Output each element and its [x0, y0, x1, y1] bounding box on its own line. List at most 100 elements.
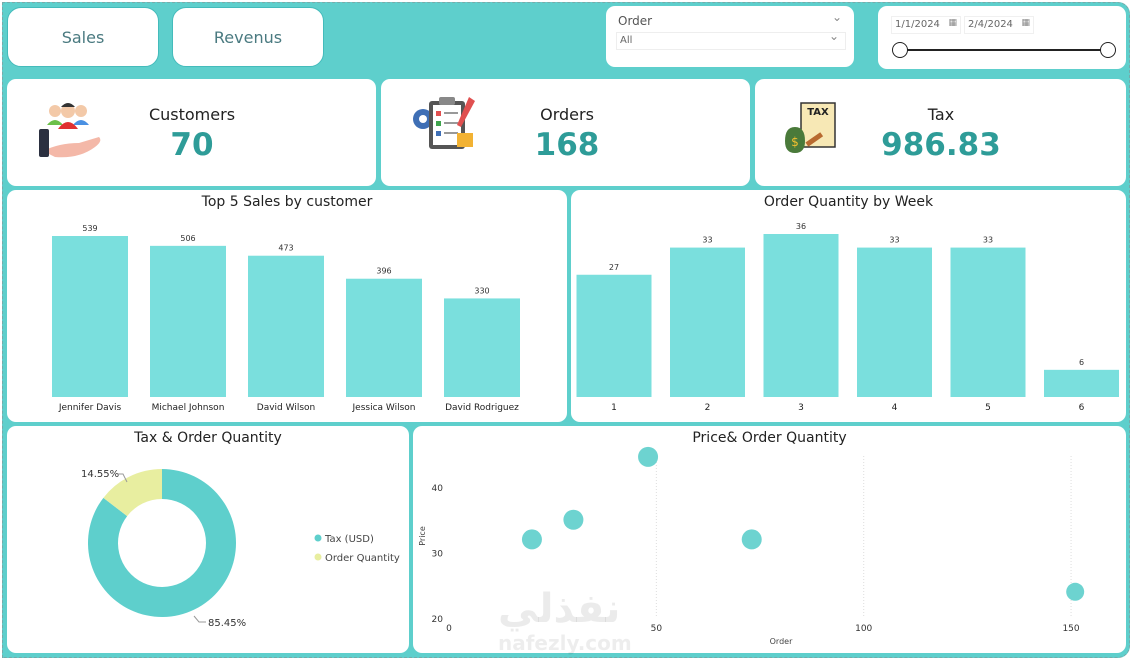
bar — [857, 247, 932, 397]
end-slider-handle[interactable] — [1100, 42, 1116, 58]
watermark-latin: nafezly.com — [498, 631, 632, 655]
tax-value: 986.83 — [881, 127, 1001, 163]
bar — [444, 298, 520, 397]
donut-slice — [88, 469, 237, 617]
data-label: 36 — [796, 222, 806, 231]
bar — [950, 247, 1026, 397]
scatter-point — [638, 446, 659, 467]
x-tick-label: Jennifer Davis — [58, 403, 122, 413]
sales-nav-button[interactable]: Sales — [7, 7, 159, 67]
x-tick-label: Michael Johnson — [152, 403, 225, 413]
data-label: 6 — [1079, 358, 1084, 367]
y-tick-label: 30 — [432, 550, 444, 560]
orders-value: 168 — [534, 127, 600, 163]
x-tick-label: 50 — [651, 624, 663, 634]
svg-text:$: $ — [791, 135, 799, 149]
x-tick-label: David Wilson — [257, 403, 315, 413]
x-tick-label: 3 — [798, 403, 804, 413]
order-dropdown[interactable]: All ⌄ — [616, 29, 846, 50]
tax-order-donut-chart: Tax & Order Quantity 85.45% 14.55% Tax (US… — [7, 426, 409, 653]
tax-card: TAX $ Tax 986.83 — [755, 79, 1126, 186]
data-label: 330 — [474, 286, 489, 295]
customers-card: Customers 70 — [7, 79, 376, 186]
data-label: 33 — [702, 236, 712, 245]
end-date-input[interactable]: 2/4/2024 ▦ — [964, 16, 1034, 34]
chart-title: Tax & Order Quantity — [134, 430, 282, 446]
scatter-point — [1066, 582, 1085, 601]
slice-label: 14.55% — [81, 469, 119, 480]
start-date-input[interactable]: 1/1/2024 ▦ — [891, 16, 961, 34]
legend-label: Tax (USD) — [324, 534, 374, 545]
order-slicer-title: Order — [618, 14, 653, 28]
top5-sales-chart: Top 5 Sales by customer 539 Jennifer Davi… — [7, 190, 567, 422]
legend-marker — [314, 534, 322, 542]
donut-plot: 85.45% 14.55% Tax (USD) Order Quantity — [81, 469, 400, 629]
tax-icon-text: TAX — [807, 107, 829, 118]
x-axis-title: Order — [770, 637, 793, 646]
chart-title: Price& Order Quantity — [692, 430, 847, 446]
calendar-icon[interactable]: ▦ — [1021, 18, 1030, 28]
scatter-point — [563, 509, 584, 530]
bar — [150, 245, 226, 397]
scatter-plot: 0 50 100 150 20 30 40 Order Price — [418, 446, 1085, 646]
watermark-arabic: نفذلي — [498, 586, 621, 632]
legend-label: Order Quantity — [325, 553, 400, 564]
leader-line — [193, 615, 206, 623]
orders-label: Orders — [540, 105, 594, 124]
bar — [248, 255, 324, 397]
top5-sales-plot: 539 Jennifer Davis 506 Michael Johnson 473 Da… — [52, 224, 520, 413]
leader-line — [117, 473, 128, 483]
end-date-value: 2/4/2024 — [968, 19, 1013, 30]
x-tick-label: 150 — [1062, 624, 1079, 634]
y-tick-label: 40 — [432, 484, 444, 494]
customers-icon — [39, 103, 101, 158]
bar — [763, 234, 839, 397]
data-label: 506 — [180, 234, 195, 243]
x-tick-label: 4 — [892, 403, 898, 413]
y-tick-label: 20 — [432, 615, 444, 625]
bar — [52, 236, 128, 397]
bar — [670, 247, 745, 397]
bar — [346, 278, 422, 397]
price-order-scatter-chart: Price& Order Quantity 0 50 100 150 20 30 40 Ord… — [413, 426, 1126, 655]
data-label: 539 — [82, 224, 97, 233]
x-tick-label: David Rodriguez — [445, 403, 519, 413]
chevron-down-icon[interactable]: ⌄ — [831, 10, 842, 24]
date-range-track[interactable] — [900, 49, 1108, 51]
calendar-icon[interactable]: ▦ — [948, 18, 957, 28]
x-tick-label: 100 — [855, 624, 872, 634]
revenus-nav-button[interactable]: Revenus — [172, 7, 324, 67]
start-date-value: 1/1/2024 — [895, 19, 940, 30]
data-label: 473 — [278, 244, 293, 253]
chevron-down-icon: ⌄ — [828, 29, 839, 43]
x-tick-label: 0 — [446, 624, 452, 634]
order-qty-week-chart: Order Quantity by Week 27 1 33 2 36 3 33 4 33 5 6 6 — [571, 190, 1126, 422]
x-tick-label: 1 — [611, 403, 617, 413]
clipboard-icon — [413, 97, 475, 149]
scatter-point — [741, 529, 762, 550]
tax-icon: TAX $ — [785, 102, 836, 153]
order-slicer: Order ⌄ All ⌄ — [606, 6, 854, 67]
bar — [1044, 369, 1119, 397]
data-label: 27 — [609, 263, 619, 272]
date-slicer: 1/1/2024 ▦ 2/4/2024 ▦ — [878, 6, 1126, 69]
data-label: 396 — [376, 267, 391, 276]
donut-slice — [103, 469, 162, 517]
x-tick-label: Jessica Wilson — [352, 403, 416, 413]
customers-label: Customers — [148, 105, 236, 124]
x-tick-label: 5 — [985, 403, 991, 413]
order-dropdown-value: All — [620, 35, 633, 46]
tax-label: Tax — [927, 105, 955, 124]
slice-label: 85.45% — [208, 618, 246, 629]
customers-value: 70 — [170, 127, 214, 163]
start-slider-handle[interactable] — [892, 42, 908, 58]
orders-card: Orders 168 — [381, 79, 750, 186]
x-tick-label: 2 — [705, 403, 711, 413]
legend-marker — [314, 553, 322, 561]
data-label: 33 — [983, 236, 993, 245]
y-axis-title: Price — [418, 526, 427, 546]
chart-title: Order Quantity by Week — [763, 194, 934, 210]
data-label: 33 — [889, 236, 899, 245]
scatter-point — [521, 529, 542, 550]
